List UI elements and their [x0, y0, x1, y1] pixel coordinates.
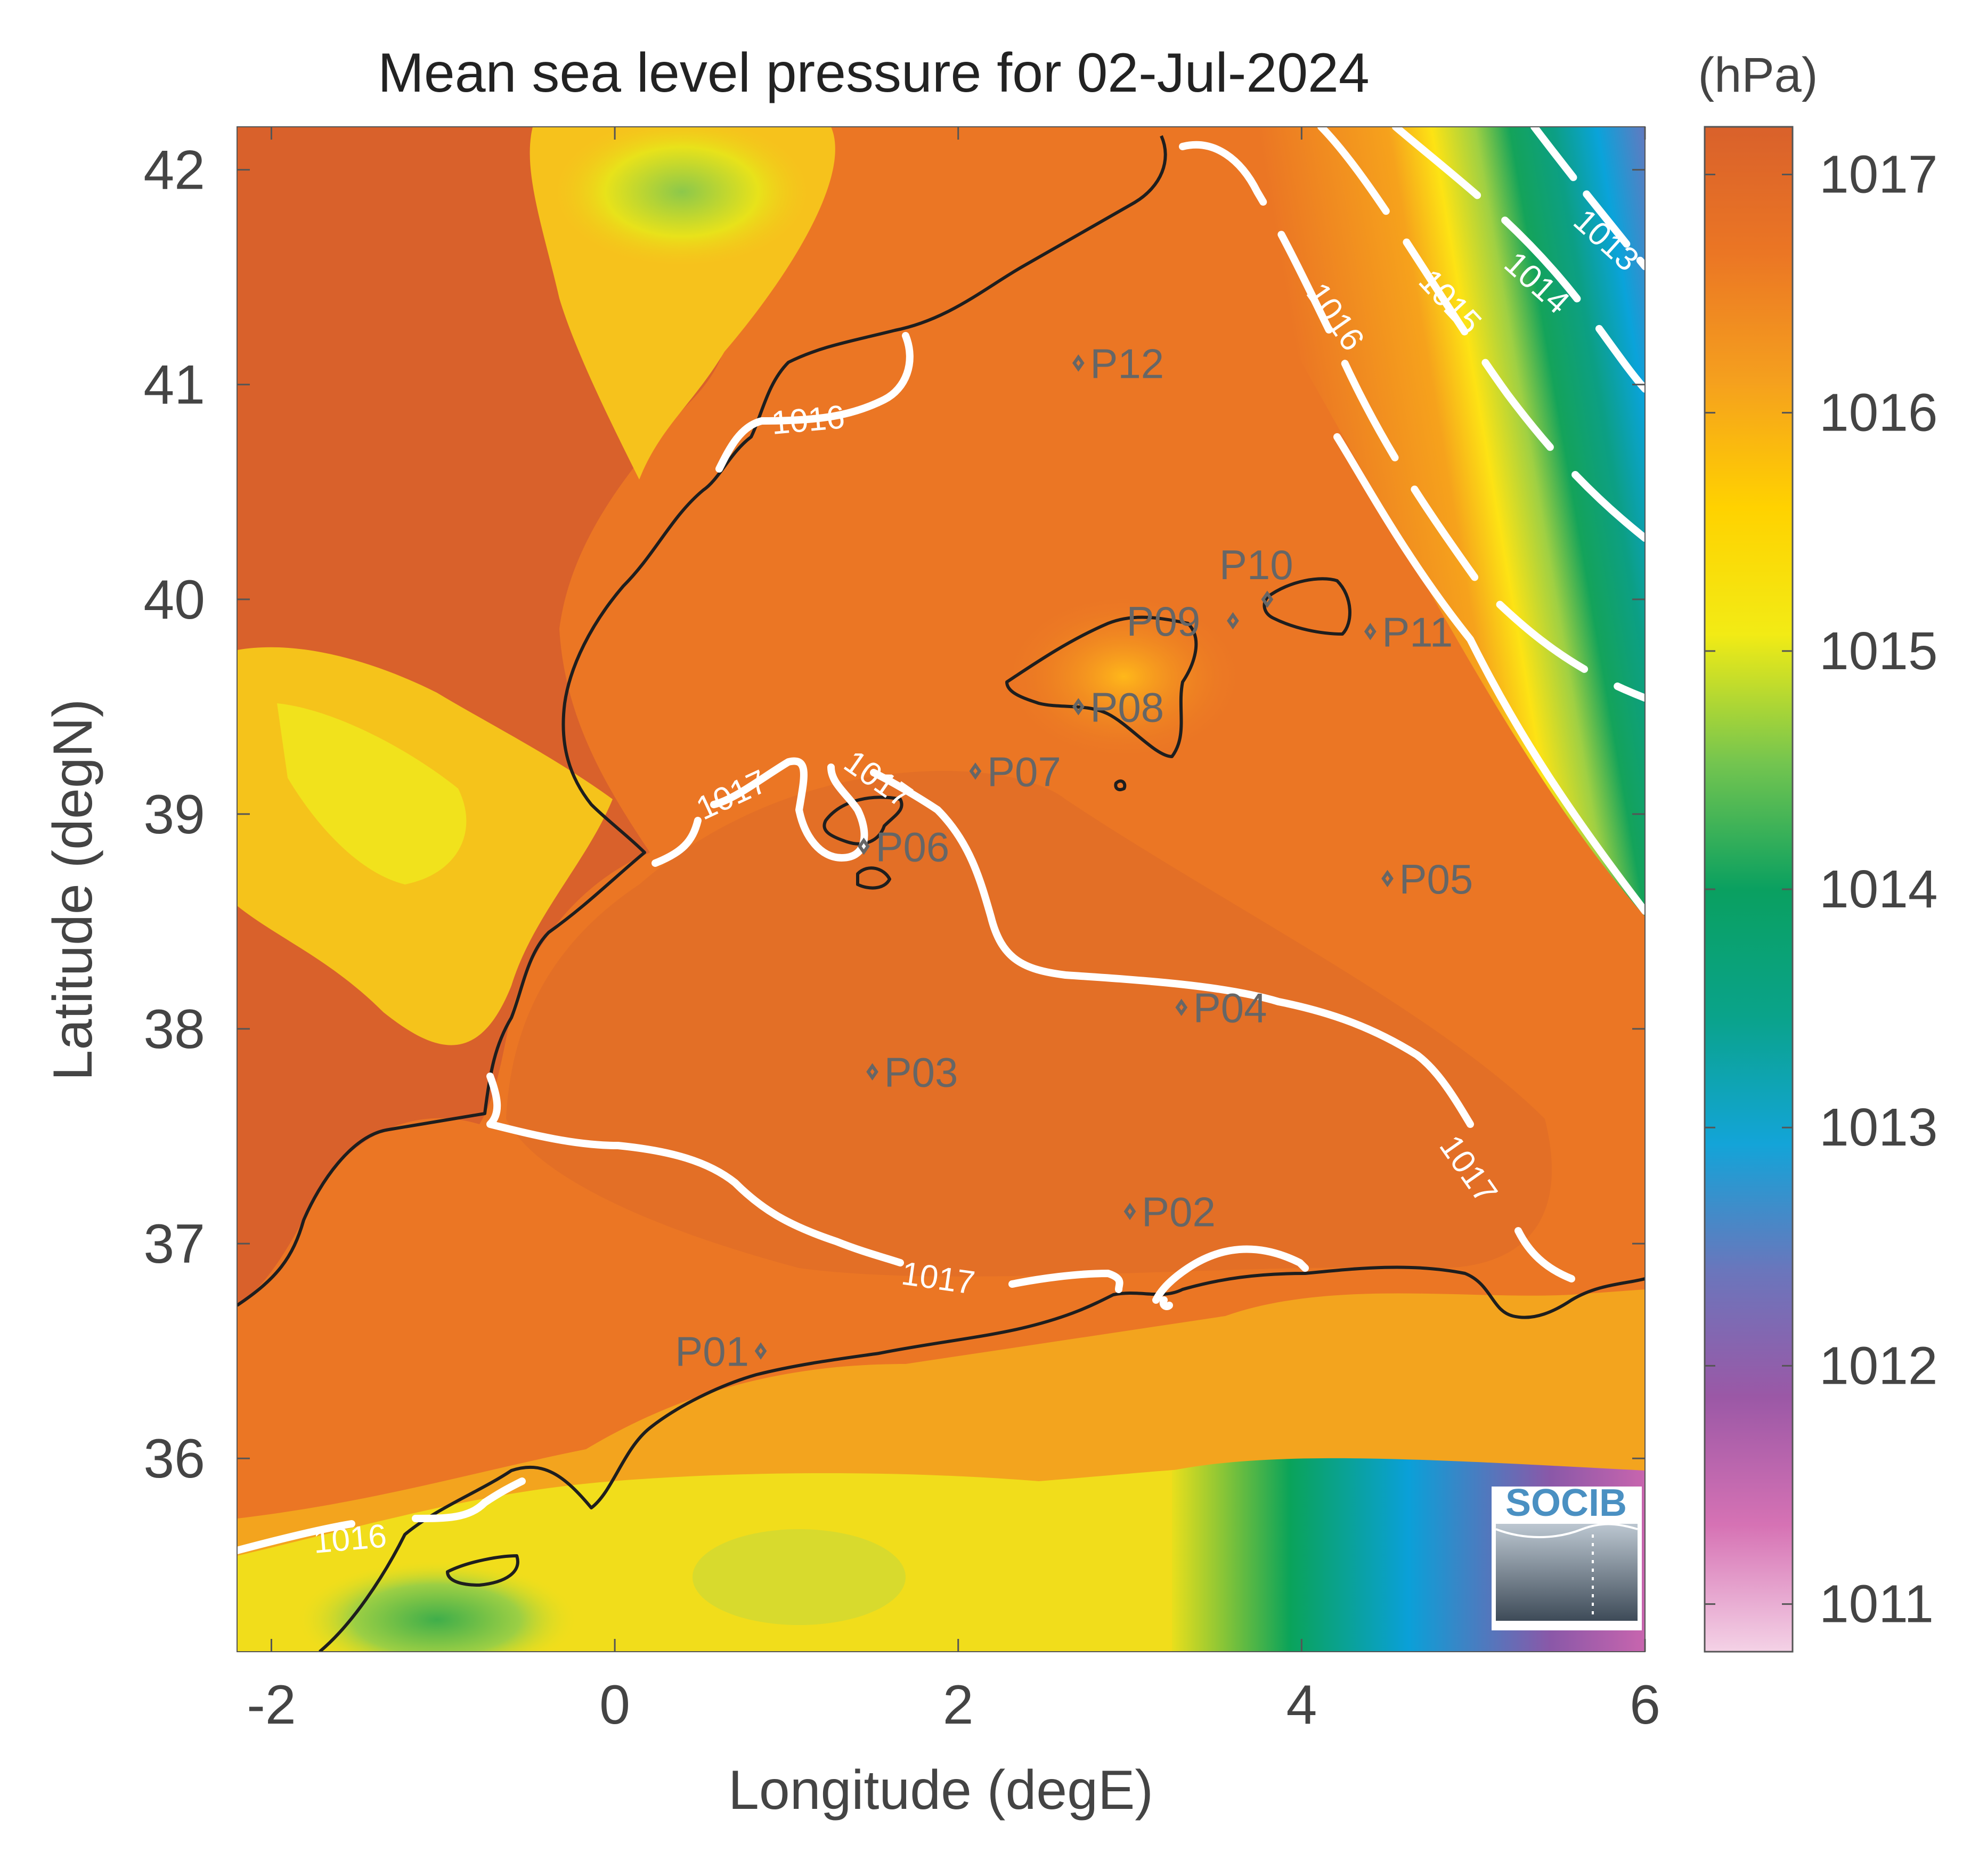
coastline-ibiza [823, 795, 903, 846]
y-tick-label: 42 [143, 140, 205, 201]
colorbar-tick-label: 1017 [1819, 144, 1937, 204]
station-label: P03 [884, 1049, 958, 1096]
stations: P01 P02 P03 P04 P05 P06 P07 P08 P09 P10 P11 P12 [675, 340, 1473, 1375]
x-tick-label: 2 [943, 1674, 974, 1736]
station-marker [1227, 612, 1239, 630]
coastline-formentera [856, 866, 891, 890]
colorbar-unit: (hPa) [1698, 48, 1818, 102]
colorbar-tick-label: 1015 [1819, 621, 1937, 681]
y-tick-label: 41 [143, 354, 205, 416]
station-marker [866, 1063, 878, 1081]
socib-logo-text: SOCIB [1505, 1482, 1627, 1524]
station-label: P06 [875, 823, 949, 870]
land-iberia-fill [237, 127, 728, 1305]
station-label: P09 [1126, 598, 1200, 645]
coastline-mallorca [1005, 615, 1198, 758]
station-label: P12 [1090, 340, 1164, 387]
colorbar-tick-label: 1012 [1819, 1336, 1937, 1395]
y-tick-label: 37 [143, 1213, 205, 1275]
colorbar-tick-label: 1016 [1819, 383, 1937, 443]
y-tick-label: 36 [143, 1428, 205, 1490]
isobar-1016b [1333, 433, 1645, 915]
isobar-1015 [1317, 127, 1645, 542]
coastlines [237, 135, 1645, 1652]
colorbar-ticks: 1017 1016 1015 1014 1013 1012 1011 [1705, 144, 1937, 1634]
station-marker [1381, 870, 1394, 888]
map-title: Mean sea level pressure for 02-Jul-2024 [378, 42, 1369, 104]
station-label: P10 [1219, 541, 1293, 588]
x-tick-label: 0 [599, 1674, 630, 1736]
colorbar: 1017 1016 1015 1014 1013 1012 1011 (hPa) [1698, 48, 1937, 1653]
coastline-alboran-island [446, 1554, 519, 1587]
isobar-label-1016-sw: 1016 [312, 1517, 388, 1561]
station-label: P02 [1142, 1189, 1216, 1236]
coastline-iberia [237, 135, 1167, 1307]
isobar-1016c [715, 332, 914, 473]
x-tick-label: 4 [1286, 1674, 1317, 1736]
coastline-menorca [1263, 577, 1351, 636]
station-label: P05 [1399, 856, 1473, 903]
colorbar-tick-label: 1013 [1819, 1098, 1937, 1157]
x-axis-ticks: -2 0 2 4 6 [247, 127, 1660, 1736]
x-axis-label: Longitude (degE) [728, 1759, 1153, 1821]
station-marker [1261, 590, 1274, 608]
isobar-1013 [1530, 127, 1645, 270]
y-tick-label: 39 [143, 784, 205, 846]
station-marker [1364, 623, 1377, 640]
pressure-field [237, 127, 1645, 1652]
coastline-africa [319, 1265, 1645, 1652]
station-label: P08 [1090, 684, 1164, 730]
isobar-1017e [1159, 1296, 1173, 1310]
station-marker [1123, 1203, 1136, 1220]
station-marker [1072, 354, 1085, 372]
station-marker [1175, 998, 1188, 1016]
station-marker [858, 838, 870, 855]
y-tick-label: 40 [143, 569, 205, 631]
station-label: P11 [1382, 608, 1453, 655]
station-label: P01 [675, 1328, 749, 1375]
map-frame [237, 126, 1646, 1652]
colorbar-tick-label: 1011 [1819, 1574, 1934, 1634]
station-marker [1072, 698, 1085, 716]
y-tick-label: 38 [143, 998, 205, 1060]
x-tick-label: -2 [247, 1674, 296, 1736]
isobar-1017b [1514, 1227, 1575, 1282]
y-axis-label: Latitude (degN) [42, 699, 104, 1081]
socib-logo: SOCIB [1492, 1482, 1642, 1630]
isobar-1016a [1179, 141, 1645, 702]
isobar-1017a [652, 757, 1474, 1128]
station-marker [969, 762, 982, 780]
isobar-1017c [486, 1073, 904, 1266]
isobar-1017d [1008, 1245, 1309, 1304]
isobar-label-1016-nw: 1016 [770, 399, 846, 442]
isobar-1016d [237, 1477, 526, 1554]
y-axis-ticks: 36 37 38 39 40 41 42 [143, 140, 1645, 1490]
colorbar-ramp [1704, 126, 1794, 1653]
station-label: P04 [1193, 985, 1267, 1032]
coastline-cabrera [1114, 779, 1127, 791]
station-label: P07 [987, 748, 1061, 795]
x-tick-label: 6 [1630, 1674, 1660, 1736]
isobar-1014 [1392, 127, 1645, 393]
isobars [237, 127, 1645, 1554]
colorbar-tick-label: 1014 [1819, 859, 1937, 919]
station-marker [754, 1342, 767, 1360]
